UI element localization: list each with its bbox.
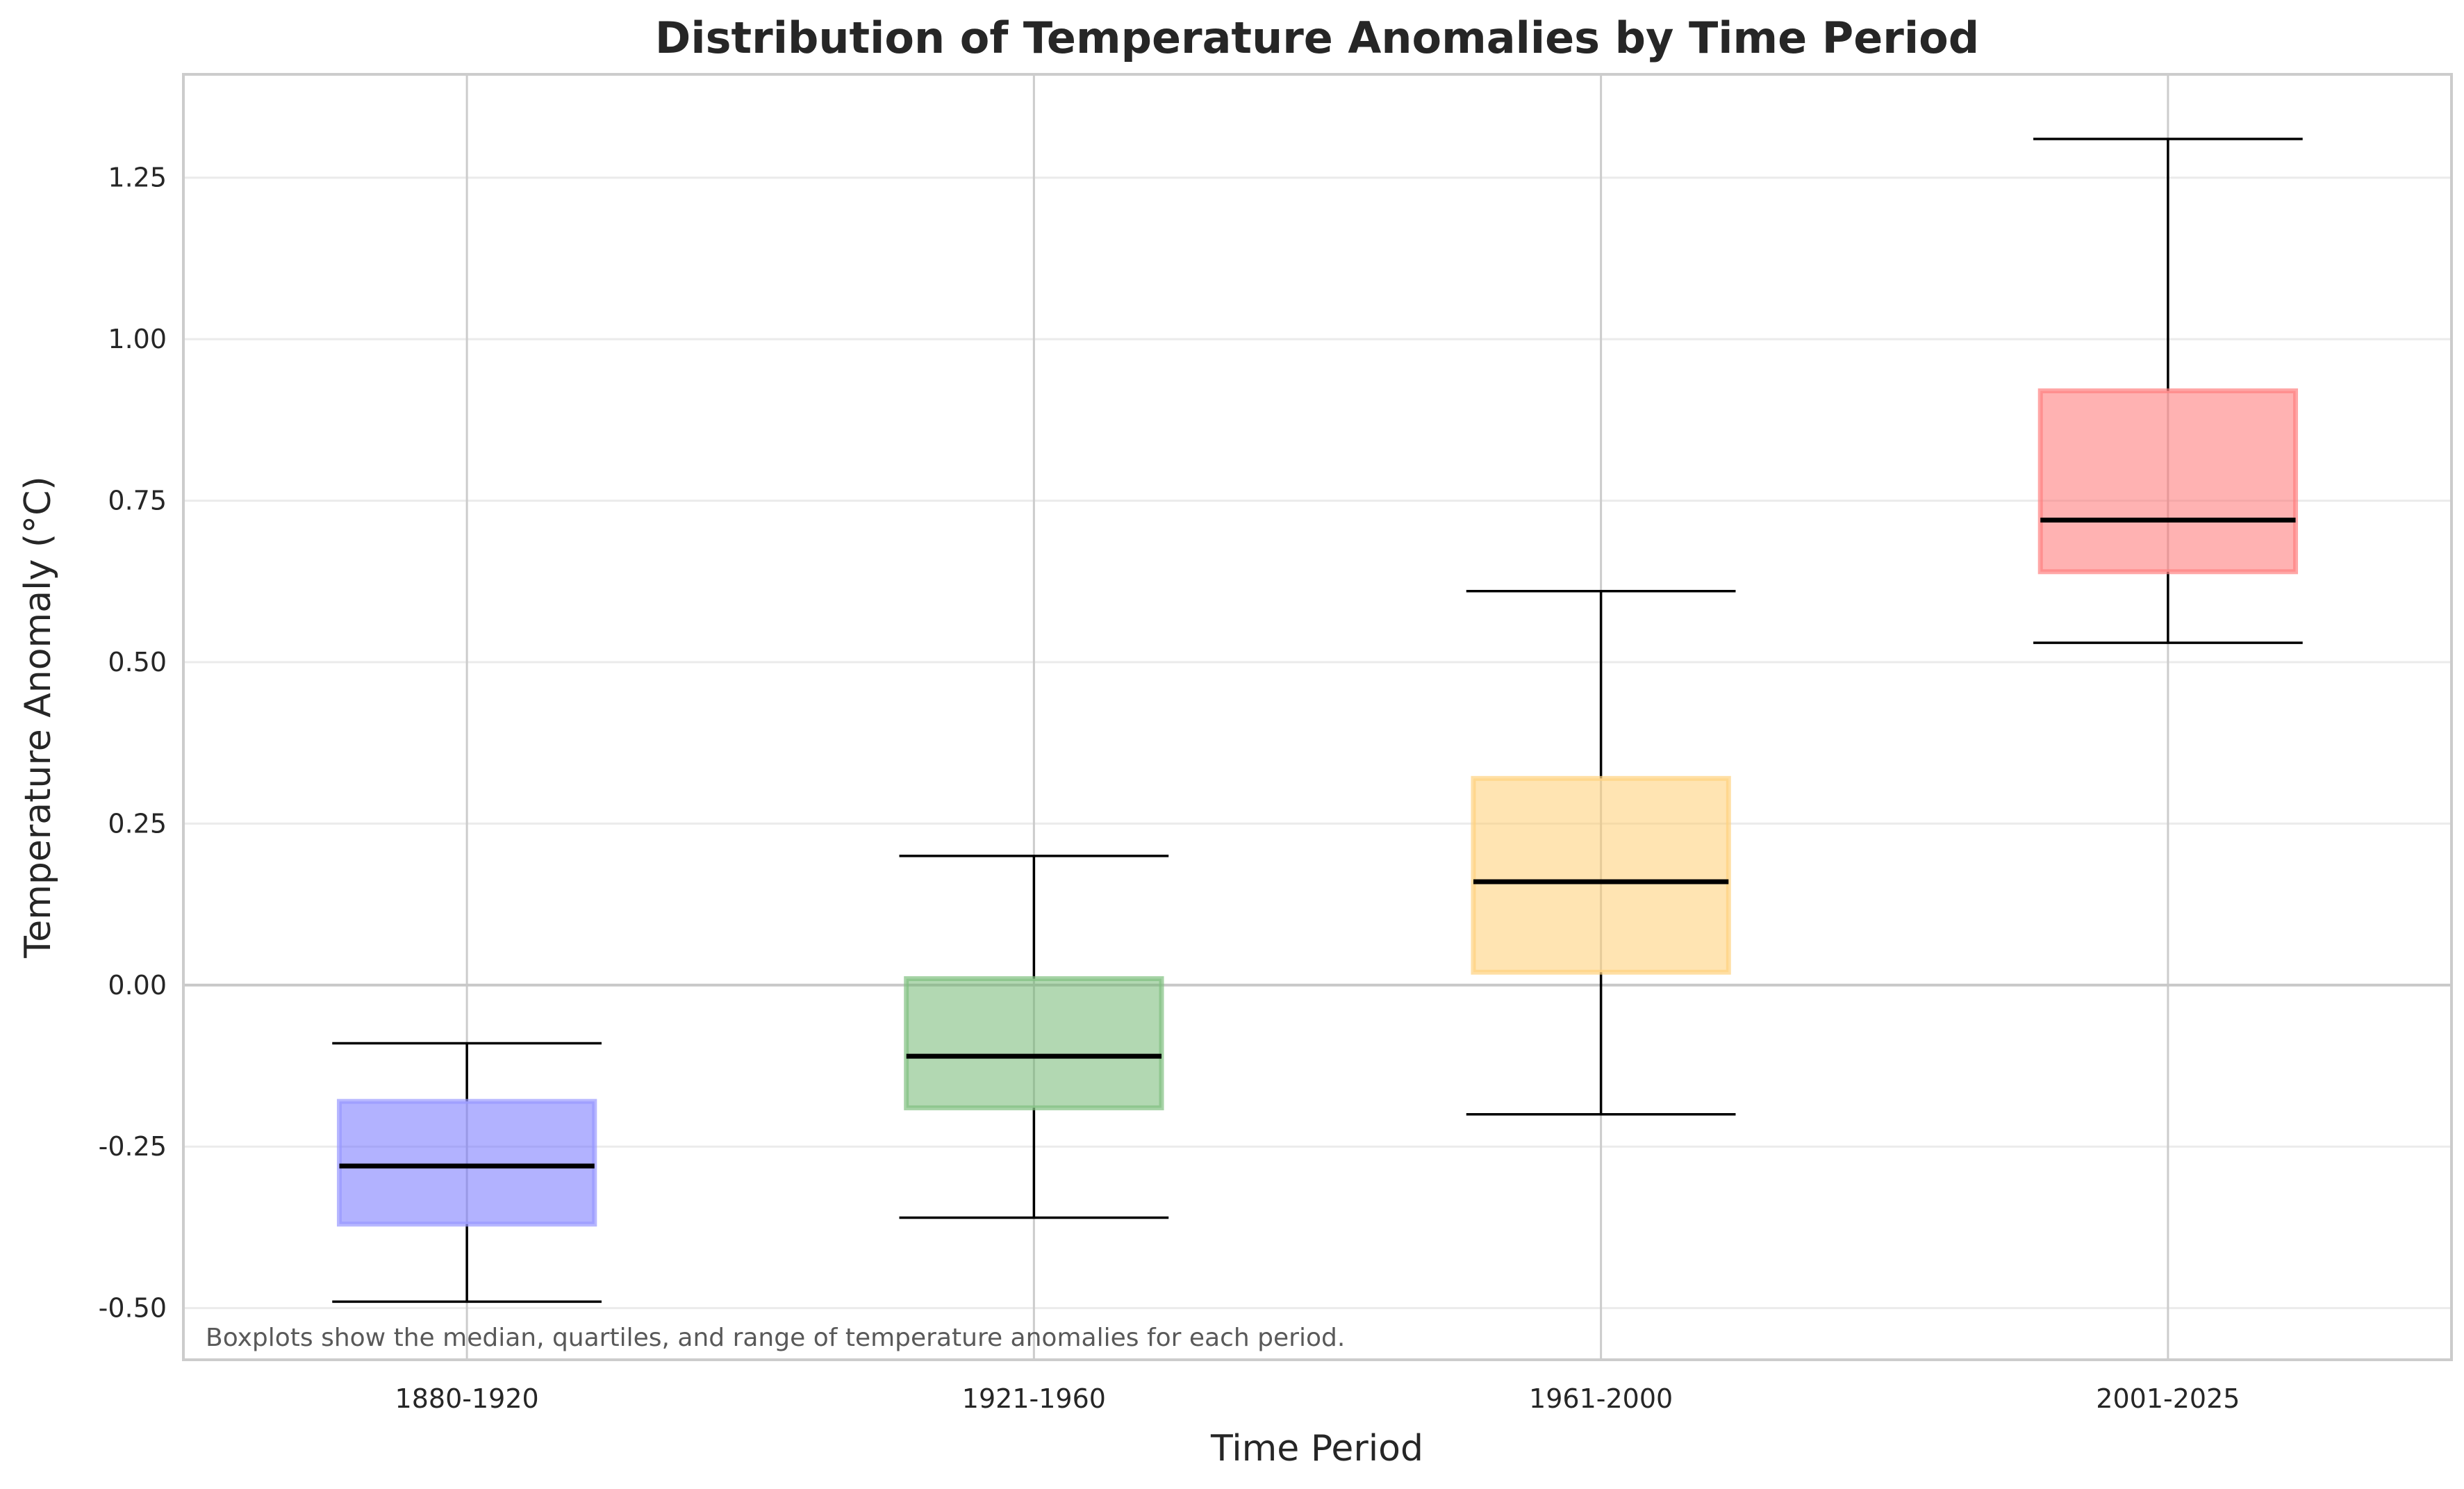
chart-title: Distribution of Temperature Anomalies by… xyxy=(655,13,1979,63)
box-rect xyxy=(336,1099,597,1227)
boxes xyxy=(332,138,2303,1303)
box-2001-2025 xyxy=(2033,138,2303,644)
y-tick-label: 0.00 xyxy=(108,970,167,1001)
y-tick-labels: -0.50 -0.25 0.00 0.25 0.50 0.75 1.00 1.25 xyxy=(99,163,167,1324)
box-1921-1960 xyxy=(899,855,1169,1219)
y-tick-label: -0.50 xyxy=(99,1293,167,1324)
y-tick-label: 0.75 xyxy=(108,486,167,516)
y-tick-label: 1.00 xyxy=(108,324,167,354)
y-tick-label: 0.25 xyxy=(108,808,167,839)
y-tick-label: 1.25 xyxy=(108,163,167,193)
plot-frame xyxy=(182,73,2453,1361)
x-tick-label: 2001-2025 xyxy=(2096,1383,2240,1414)
x-tick-label: 1880-1920 xyxy=(395,1383,539,1414)
y-tick-label: 0.50 xyxy=(108,647,167,677)
x-tick-label: 1961-2000 xyxy=(1529,1383,1673,1414)
box-rect xyxy=(1471,775,1731,975)
x-tick-labels: 1880-1920 1921-1960 1961-2000 2001-2025 xyxy=(395,1383,2240,1414)
y-tick-label: -0.25 xyxy=(99,1131,167,1162)
box-rect xyxy=(904,976,1164,1110)
box-rect xyxy=(2037,388,2299,575)
x-tick-label: 1921-1960 xyxy=(962,1383,1106,1414)
y-axis-label: Temperature Anomaly (°C) xyxy=(17,476,59,958)
box-1961-2000 xyxy=(1466,589,1736,1116)
box-1880-1920 xyxy=(332,1042,602,1303)
annotation-note: Boxplots show the median, quartiles, and… xyxy=(206,1324,1345,1352)
x-axis-label: Time Period xyxy=(1210,1428,1423,1470)
